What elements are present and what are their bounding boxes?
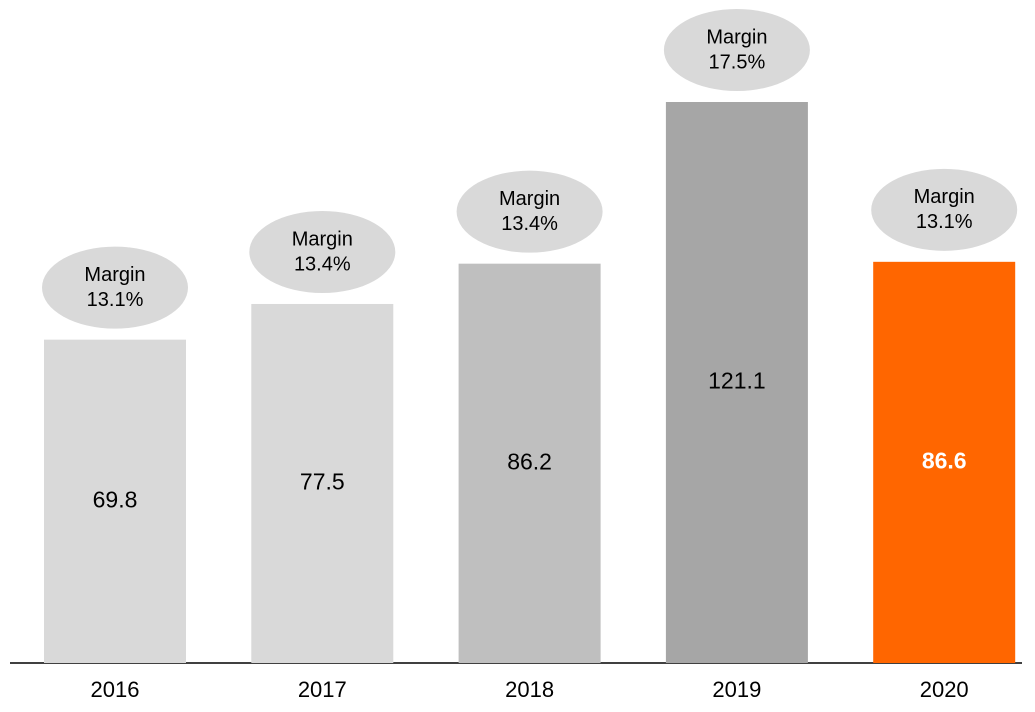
- margin-bubble: [871, 168, 1018, 251]
- bar: [251, 303, 394, 663]
- x-tick-label: 2016: [91, 677, 140, 702]
- margin-bubble: [249, 210, 396, 293]
- margin-title: Margin: [84, 264, 145, 286]
- value-label: 86.2: [507, 448, 552, 474]
- margin-bubble: [456, 170, 603, 253]
- x-tick-label: 2017: [298, 677, 347, 702]
- margin-bubble: [663, 9, 810, 91]
- bar: [44, 339, 186, 663]
- value-label: 121.1: [708, 368, 766, 394]
- margin-title: Margin: [499, 188, 560, 210]
- margin-value: 17.5%: [709, 51, 766, 73]
- margin-title: Margin: [292, 228, 353, 250]
- margin-value: 13.1%: [87, 289, 144, 311]
- margin-value: 13.1%: [916, 211, 973, 233]
- margin-title: Margin: [914, 186, 975, 208]
- value-label: 77.5: [300, 469, 345, 495]
- x-tick-label: 2020: [920, 677, 969, 702]
- x-tick-label: 2019: [712, 677, 761, 702]
- bar: [665, 102, 808, 663]
- margin-title: Margin: [706, 26, 767, 48]
- value-label: 86.6: [922, 447, 967, 473]
- value-label: 69.8: [93, 486, 138, 512]
- bar: [873, 261, 1016, 663]
- x-tick-label: 2018: [505, 677, 554, 702]
- margin-value: 13.4%: [294, 253, 351, 275]
- margin-bubble: [42, 246, 188, 329]
- bar: [458, 263, 601, 663]
- margin-value: 13.4%: [501, 213, 558, 235]
